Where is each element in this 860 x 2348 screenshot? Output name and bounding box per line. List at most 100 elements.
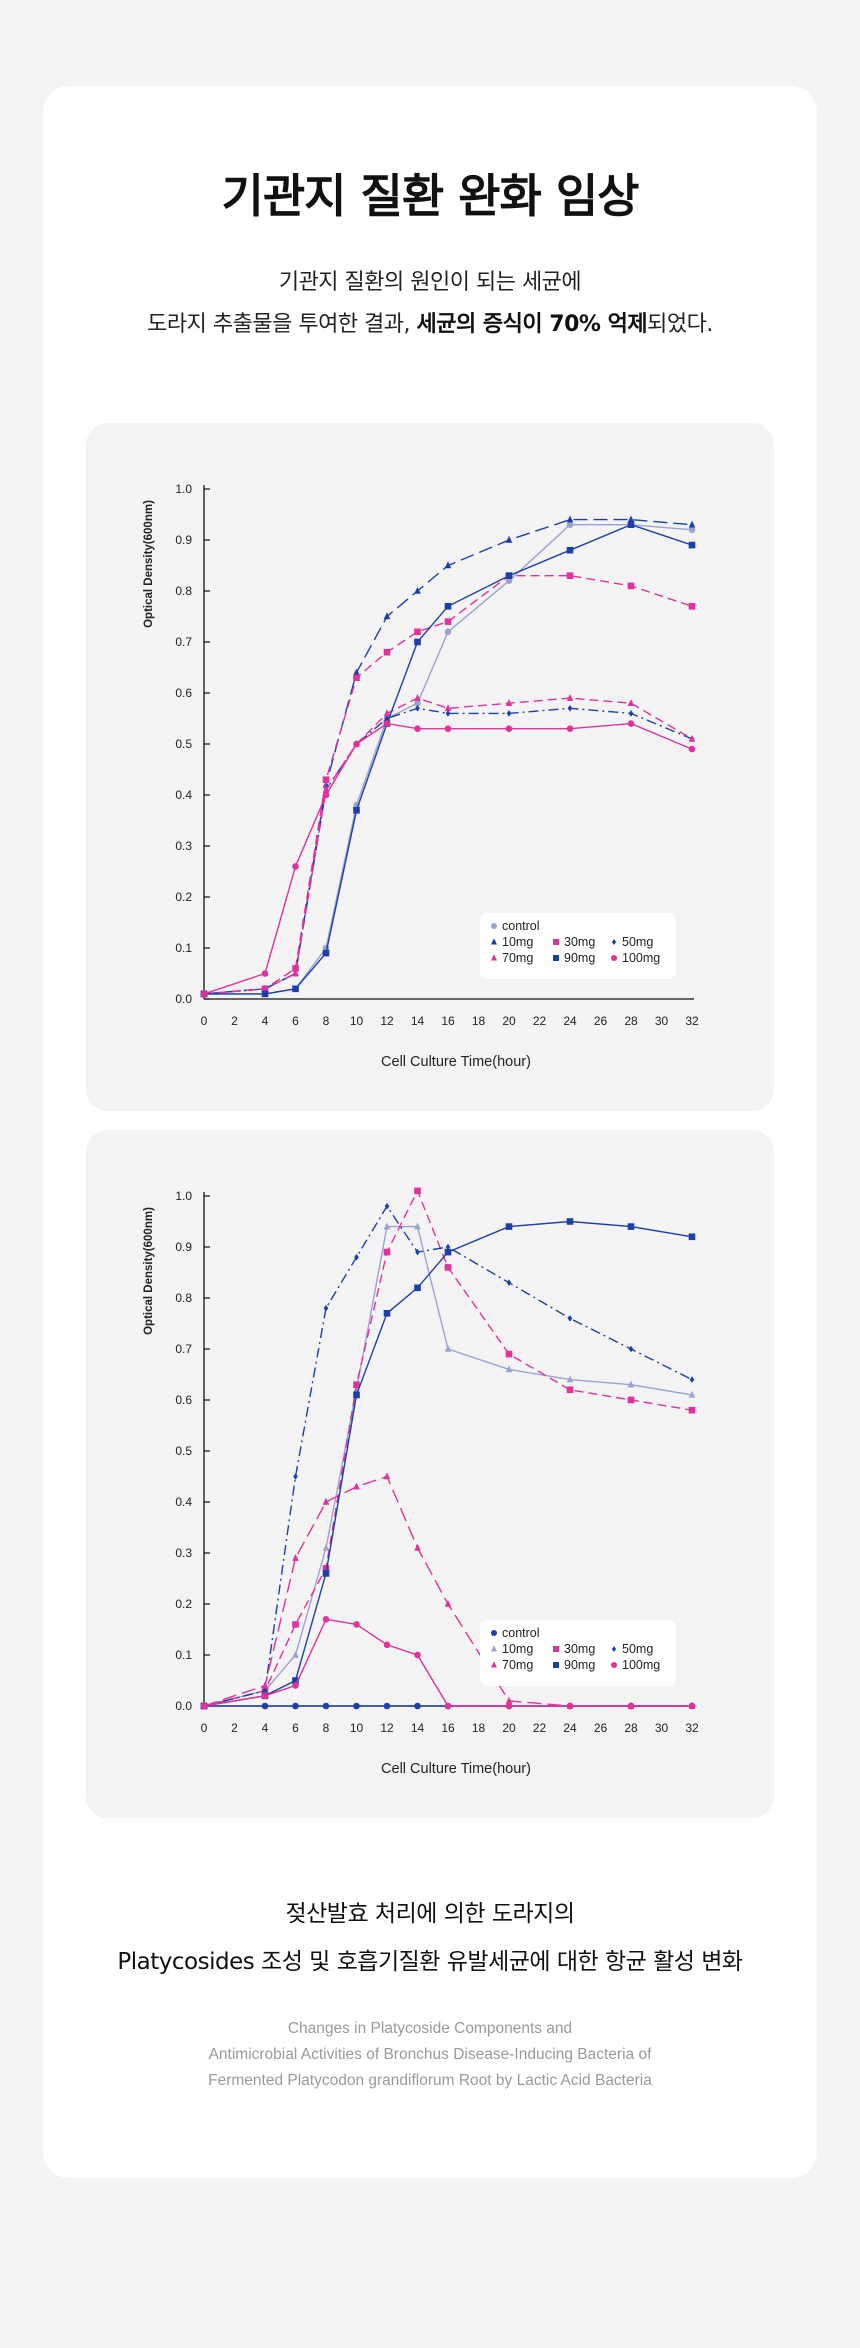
english-caption-line-1: Changes in Platycoside Components and (287, 2020, 573, 2037)
data-point-30mg (383, 648, 391, 656)
x-tick-label: 32 (685, 1721, 699, 1735)
data-point-90mg (688, 541, 696, 549)
data-point-100mg (566, 725, 574, 732)
legend-label-50mg: 50mg (622, 1642, 653, 1656)
x-tick-label: 28 (624, 1721, 638, 1735)
english-caption-line-3: Fermented Platycodon grandiflorum Root b… (208, 2072, 652, 2089)
legend-marker-control (491, 923, 497, 929)
data-point-50mg (628, 1345, 634, 1353)
data-point-10mg (627, 515, 635, 523)
data-point-70mg (444, 1599, 452, 1607)
data-point-10mg (292, 1650, 299, 1658)
data-point-50mg (293, 1473, 298, 1480)
data-point-30mg (627, 582, 635, 590)
series-90mg (200, 521, 696, 998)
x-tick-label: 4 (262, 1721, 269, 1735)
data-point-30mg (444, 618, 452, 625)
data-point-control (688, 526, 696, 534)
data-point-10mg (688, 1390, 696, 1398)
data-point-30mg (505, 1350, 513, 1358)
data-point-90mg (292, 985, 299, 993)
data-point-control (414, 699, 421, 707)
legend-marker-50mg (611, 1646, 617, 1652)
english-caption-line-2: Antimicrobial Activities of Bronchus Dis… (208, 2046, 652, 2063)
y-tick-label: 0.3 (175, 1546, 192, 1560)
data-point-70mg (444, 704, 452, 712)
data-point-50mg (354, 1253, 359, 1261)
data-point-10mg (444, 1344, 452, 1352)
data-point-100mg (505, 1702, 513, 1710)
data-point-30mg (322, 776, 330, 783)
y-tick-label: 0.2 (175, 890, 192, 904)
data-point-30mg (414, 628, 421, 636)
legend-marker-90mg (553, 955, 559, 961)
x-tick-label: 8 (323, 1721, 330, 1735)
data-point-30mg (627, 1396, 635, 1404)
legend-label-30mg: 30mg (564, 1642, 595, 1656)
data-point-90mg (505, 1223, 513, 1230)
data-point-100mg (688, 1702, 696, 1710)
data-point-100mg (627, 720, 635, 727)
data-point-50mg (567, 705, 573, 712)
data-point-50mg (628, 710, 634, 717)
y-tick-label: 0.9 (175, 1240, 192, 1254)
data-point-70mg (322, 1497, 330, 1505)
intro-line-1: 기관지 질환의 원인이 되는 세균에 (278, 270, 582, 295)
data-point-70mg (505, 699, 513, 706)
data-point-50mg (415, 1248, 420, 1256)
chart-legend: control 10mg 30mg 50mg 70mg 90mg 100mg (480, 1620, 676, 1686)
legend-label-70mg: 70mg (502, 951, 533, 965)
x-tick-label: 10 (350, 1721, 364, 1735)
data-point-30mg (353, 1381, 360, 1388)
data-point-10mg (414, 1222, 421, 1230)
y-axis-label: Optical Density(600nm) (143, 500, 155, 628)
y-axis-label: Optical Density(600nm) (143, 1207, 155, 1335)
legend-marker-100mg (611, 1662, 617, 1668)
x-tick-label: 12 (380, 1721, 394, 1735)
chart-caption-english: Changes in Platycoside Components and An… (0, 2016, 860, 2094)
data-point-70mg (566, 694, 574, 701)
legend-marker-10mg (491, 1645, 497, 1652)
data-point-10mg (322, 1543, 330, 1551)
legend-marker-100mg (611, 955, 617, 961)
x-tick-label: 24 (563, 1721, 577, 1735)
legend-label-70mg: 70mg (502, 1658, 533, 1672)
data-point-90mg (414, 1284, 421, 1292)
data-point-30mg (688, 603, 696, 610)
data-point-30mg (292, 1621, 299, 1628)
data-point-50mg (506, 1279, 512, 1286)
legend-marker-30mg (553, 1646, 559, 1652)
legend-marker-30mg (553, 939, 559, 945)
data-point-10mg (383, 1222, 391, 1230)
x-tick-label: 16 (441, 1014, 455, 1028)
y-tick-label: 0.8 (175, 1291, 192, 1305)
data-point-100mg (322, 1616, 330, 1623)
data-point-70mg (261, 984, 269, 992)
growth-chart-1: 0.00.10.20.30.40.50.60.70.80.91.00 2 4 6 8 10… (143, 482, 699, 1070)
x-tick-label: 32 (685, 1014, 699, 1028)
data-point-100mg (292, 1682, 299, 1689)
legend-label-control: control (502, 919, 540, 933)
data-point-30mg (322, 1565, 330, 1572)
x-tick-label: 14 (411, 1014, 425, 1028)
series-line-90mg (204, 523, 693, 995)
data-point-10mg (414, 586, 421, 594)
data-point-90mg (322, 949, 330, 957)
data-point-90mg (627, 521, 635, 528)
data-point-control (444, 628, 452, 636)
x-tick-label: 2 (231, 1014, 238, 1028)
data-point-100mg (414, 1651, 421, 1659)
data-point-70mg (414, 694, 421, 701)
x-tick-label: 6 (292, 1014, 299, 1028)
y-tick-label: 0.7 (175, 1342, 192, 1356)
legend-label-90mg: 90mg (564, 1658, 595, 1672)
x-tick-label: 20 (502, 1014, 516, 1028)
legend-marker-90mg (553, 1662, 559, 1668)
legend-marker-10mg (491, 938, 497, 945)
data-point-100mg (353, 1621, 360, 1628)
data-point-control (353, 1702, 360, 1710)
y-tick-label: 0.0 (175, 1699, 192, 1713)
data-point-90mg (261, 990, 269, 998)
data-point-70mg (414, 1543, 421, 1551)
legend-marker-70mg (491, 954, 497, 961)
